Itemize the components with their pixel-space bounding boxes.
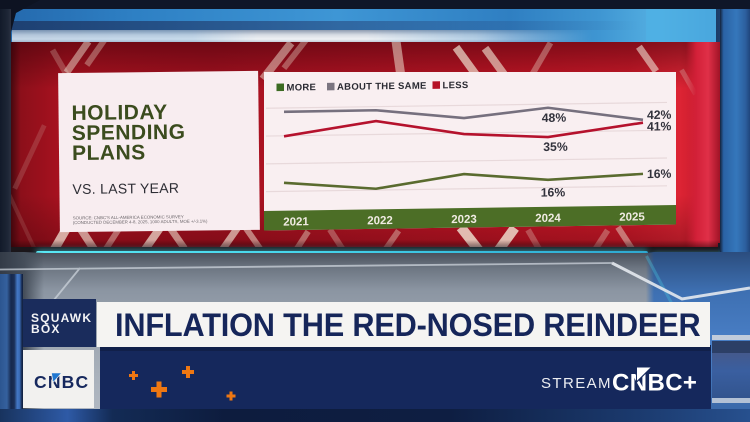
svg-text:LESS: LESS [443,80,469,91]
svg-text:2025: 2025 [619,211,645,223]
svg-text:35%: 35% [543,139,568,153]
svg-text:2024: 2024 [535,212,561,224]
svg-text:MORE: MORE [287,82,317,93]
svg-text:ABOUT THE SAME: ABOUT THE SAME [337,80,427,92]
svg-text:CNBC+: CNBC+ [612,370,697,397]
svg-text:16%: 16% [647,166,672,180]
svg-text:STREAM: STREAM [541,375,612,392]
svg-text:48%: 48% [542,110,567,124]
svg-text:41%: 41% [647,119,672,133]
svg-text:2021: 2021 [283,216,309,228]
svg-text:2023: 2023 [451,213,477,225]
svg-text:42%: 42% [647,107,672,121]
svg-text:2022: 2022 [367,215,393,227]
svg-text:16%: 16% [541,185,566,199]
